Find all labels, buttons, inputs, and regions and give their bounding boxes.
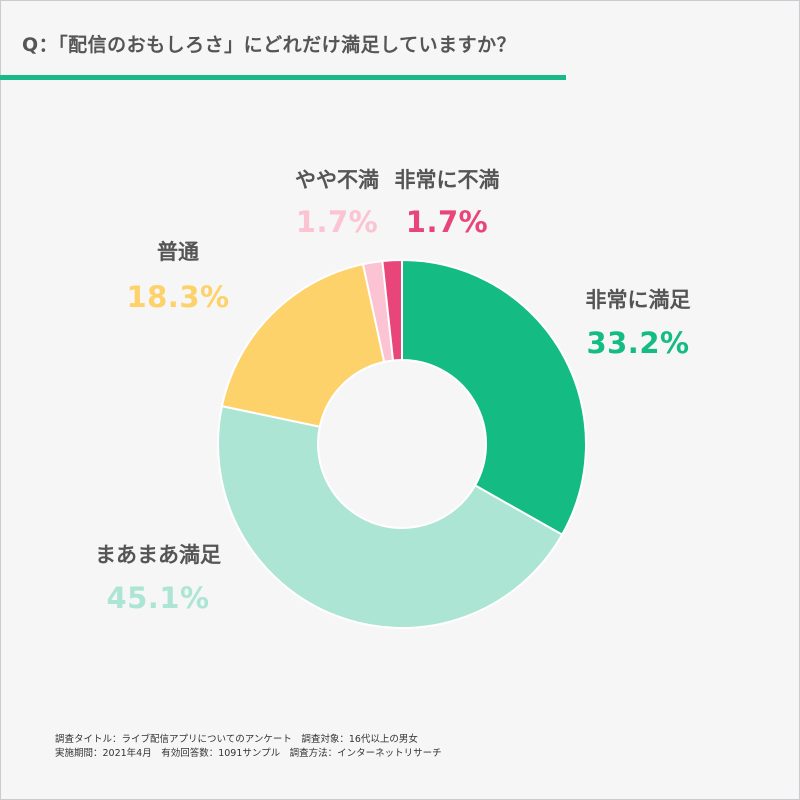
title-underline (0, 75, 566, 80)
chart-title: Q：「配信のおもしろさ」にどれだけ満足していますか？ (22, 34, 517, 56)
label-very-dissatisfied: 非常に不満 (394, 168, 500, 192)
label-neutral: 普通 (157, 240, 199, 264)
value-neutral: 18.3% (126, 280, 230, 314)
value-somewhat-satisfied: 45.1% (106, 581, 210, 615)
label-somewhat-satisfied: まあまあ満足 (95, 543, 221, 567)
slice-very-dissatisfied (381, 258, 403, 362)
value-very-dissatisfied: 1.7% (405, 205, 489, 239)
footnote-line-1: 調査タイトル：ライブ配信アプリについてのアンケート 調査対象：16代以上の男女 (55, 734, 418, 745)
value-very-satisfied: 33.2% (586, 326, 690, 360)
footnote-line-2: 実施期間：2021年4月 有効回答数：1091サンプル 調査方法：インターネット… (55, 748, 442, 759)
label-very-satisfied: 非常に満足 (585, 288, 691, 312)
value-somewhat-dissatisfied: 1.7% (295, 205, 379, 239)
slice-very-satisfied (401, 258, 587, 537)
slice-somewhat-satisfied (217, 404, 564, 629)
survey-footnote: 調査タイトル：ライブ配信アプリについてのアンケート 調査対象：16代以上の男女 … (55, 733, 442, 761)
slice-neutral (220, 262, 386, 428)
label-somewhat-dissatisfied: やや不満 (295, 168, 379, 192)
